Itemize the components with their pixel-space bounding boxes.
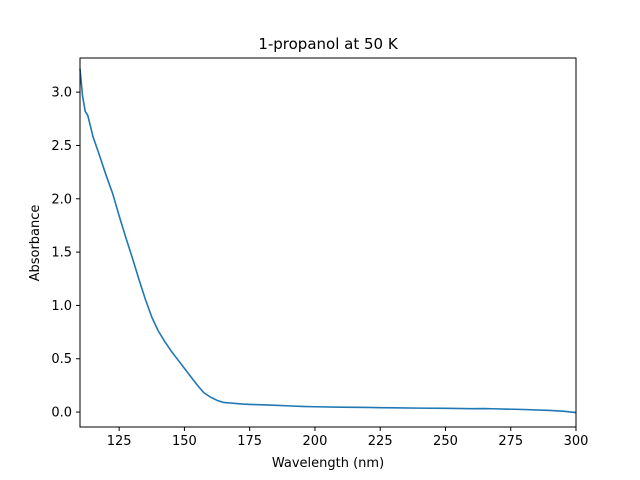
x-tick-label: 200 (303, 434, 328, 449)
x-tick-label: 150 (172, 434, 197, 449)
y-tick-label: 1.0 (51, 299, 72, 314)
x-axis-ticks: 125 150 175 200 225 250 275 300 (107, 427, 589, 449)
plot-frame (79, 57, 577, 428)
y-axis-ticks: 0.0 0.5 1.0 1.5 2.0 2.5 3.0 (51, 86, 80, 421)
series-line-0 (79, 68, 577, 414)
x-axis-label: Wavelength (nm) (272, 456, 384, 471)
x-tick-label: 125 (107, 434, 132, 449)
x-tick-label: 225 (368, 434, 393, 449)
x-tick-label: 250 (433, 434, 458, 449)
y-tick-label: 2.0 (51, 192, 72, 207)
plot-lines (79, 68, 577, 414)
x-tick-label: 300 (564, 434, 589, 449)
y-tick-label: 0.5 (51, 352, 72, 367)
x-tick-label: 175 (237, 434, 262, 449)
chart-title: 1-propanol at 50 K (258, 35, 399, 53)
y-tick-label: 0.0 (51, 406, 72, 421)
y-tick-label: 3.0 (51, 86, 72, 101)
y-axis-label: Absorbance (28, 205, 43, 282)
y-tick-label: 1.5 (51, 246, 72, 261)
x-tick-label: 275 (498, 434, 523, 449)
y-tick-label: 2.5 (51, 139, 72, 154)
